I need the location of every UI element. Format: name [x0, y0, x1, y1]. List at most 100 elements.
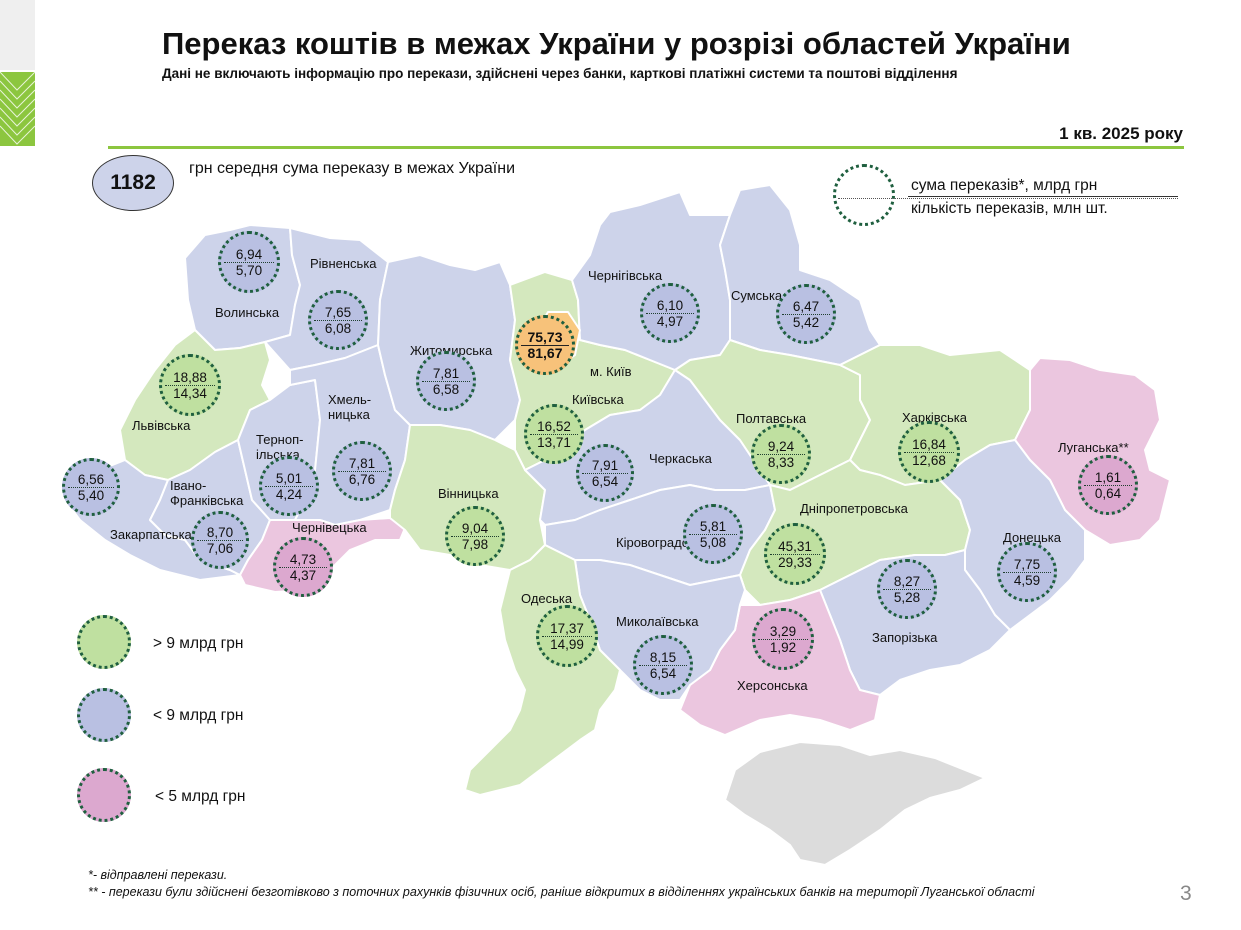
region-bubble-zhytomyrska: 7,81 6,58 — [416, 351, 476, 411]
bubble-divider — [165, 384, 215, 386]
region-bubble-ivano: 8,70 7,06 — [191, 511, 249, 569]
region-count-odeska: 14,99 — [550, 636, 584, 652]
region-sum-donetska: 7,75 — [1013, 556, 1041, 572]
region-label-zaporizka: Запорізька — [872, 630, 938, 645]
region-count-zakarpatska: 5,40 — [77, 487, 105, 503]
region-count-rivnenska: 6,08 — [324, 320, 352, 336]
bubble-divider — [338, 470, 386, 472]
region-label-cherkaska: Черкаська — [649, 451, 712, 466]
region-count-sumska: 5,42 — [792, 314, 820, 330]
key-count-label: кількість переказів, млн шт. — [911, 200, 1108, 217]
region-count-poltavska: 8,33 — [767, 454, 795, 470]
region-sum-chernihivska: 6,10 — [656, 297, 684, 313]
region-bubble-chernihivska: 6,10 4,97 — [640, 283, 700, 343]
region-count-ternopilska: 4,24 — [275, 486, 303, 502]
bubble-divider — [422, 380, 470, 382]
region-bubble-zakarpatska: 6,56 5,40 — [62, 458, 120, 516]
region-bubble-kyivska: 16,52 13,71 — [524, 404, 584, 464]
key-sample-circle — [833, 164, 895, 226]
bubble-divider — [639, 664, 687, 666]
region-label-zakarpatska: Закарпатська — [110, 527, 192, 542]
decorative-pattern — [0, 72, 35, 146]
region-sum-zhytomyrska: 7,81 — [432, 365, 460, 381]
region-sum-lvivska: 18,88 — [173, 369, 207, 385]
key-sum-label: сума переказів*, млрд грн — [911, 177, 1098, 194]
bubble-divider — [197, 539, 243, 541]
region-count-kirovohradska: 5,08 — [699, 534, 727, 550]
bubble-divider — [542, 635, 592, 637]
average-transfer-text: грн середня сума переказу в межах Україн… — [189, 160, 516, 177]
region-bubble-kharkivska: 16,84 12,68 — [898, 421, 960, 483]
region-sum-zakarpatska: 6,56 — [77, 471, 105, 487]
region-bubble-kirovohradska: 5,81 5,08 — [683, 504, 743, 564]
region-label-kharkivska: Харківська — [902, 410, 967, 425]
bubble-divider — [770, 553, 820, 555]
region-bubble-sumska: 6,47 5,42 — [776, 284, 836, 344]
region-bubble-ternopilska: 5,01 4,24 — [259, 456, 319, 516]
region-count-cherkaska: 6,54 — [591, 473, 619, 489]
region-label-khersonska: Херсонська — [737, 678, 808, 693]
region-count-kharkivska: 12,68 — [912, 452, 946, 468]
region-sum-cherkaska: 7,91 — [591, 457, 619, 473]
region-sum-ternopilska: 5,01 — [275, 470, 303, 486]
region-label-chernivetska: Чернівецька — [292, 520, 367, 535]
header-divider — [108, 146, 1184, 149]
bubble-divider — [279, 566, 327, 568]
bubble-divider — [582, 472, 628, 474]
period-label: 1 кв. 2025 року — [1059, 124, 1183, 143]
region-count-mykolaivska: 6,54 — [649, 665, 677, 681]
bubble-divider — [265, 485, 313, 487]
legend-label-pink: < 5 млрд грн — [155, 788, 246, 805]
region-label-dnipropetrovska: Дніпропетровська — [800, 501, 908, 516]
region-label-poltavska: Полтавська — [736, 411, 807, 426]
region-sum-kyivska: 16,52 — [537, 418, 571, 434]
legend-swatch-blue — [77, 688, 131, 742]
region-sum-dnipropetrovska: 45,31 — [778, 538, 812, 554]
region-sum-kyiv_city: 75,73 — [527, 328, 563, 345]
region-count-lvivska: 14,34 — [173, 385, 207, 401]
region-count-zhytomyrska: 6,58 — [432, 381, 460, 397]
region-bubble-odeska: 17,37 14,99 — [536, 605, 598, 667]
region-label-ivano: Івано- Франківська — [170, 478, 244, 508]
bubble-divider — [224, 261, 274, 263]
region-label-rivnenska: Рівненська — [310, 256, 377, 271]
region-label-luhanska: Луганська** — [1058, 440, 1129, 455]
bubble-divider — [530, 433, 578, 435]
region-sum-kirovohradska: 5,81 — [699, 518, 727, 534]
region-bubble-chernivetska: 4,73 4,37 — [273, 537, 333, 597]
legend-label-green: > 9 млрд грн — [153, 635, 244, 652]
bubble-divider — [689, 533, 737, 535]
region-bubble-mykolaivska: 8,15 6,54 — [633, 635, 693, 695]
region-sum-ivano: 8,70 — [206, 524, 234, 540]
region-sum-khmelnytska: 7,81 — [348, 455, 376, 471]
region-sum-zaporizka: 8,27 — [893, 573, 921, 589]
bubble-divider — [883, 588, 931, 590]
region-sum-poltavska: 9,24 — [767, 438, 795, 454]
region-shape-crimea — [724, 741, 986, 866]
bubble-divider — [68, 486, 114, 488]
bubble-divider — [757, 453, 805, 455]
region-bubble-cherkaska: 7,91 6,54 — [576, 444, 634, 502]
region-bubble-luhanska: 1,61 0,64 — [1078, 455, 1138, 515]
region-bubble-khersonska: 3,29 1,92 — [752, 608, 814, 670]
region-count-vinnytska: 7,98 — [461, 536, 489, 552]
region-sum-odeska: 17,37 — [550, 620, 584, 636]
page-subtitle: Дані не включають інформацію про переказ… — [162, 66, 958, 81]
bubble-divider — [904, 451, 954, 453]
legend-swatch-pink — [77, 768, 131, 822]
region-bubble-donetska: 7,75 4,59 — [997, 542, 1057, 602]
region-count-zaporizka: 5,28 — [893, 589, 921, 605]
region-bubble-poltavska: 9,24 8,33 — [751, 424, 811, 484]
region-sum-rivnenska: 7,65 — [324, 304, 352, 320]
region-sum-luhanska: 1,61 — [1094, 469, 1122, 485]
region-label-sumska: Сумська — [731, 288, 783, 303]
region-label-donetska: Донецька — [1003, 530, 1062, 545]
bubble-divider — [451, 535, 499, 537]
bubble-divider — [1003, 571, 1051, 573]
region-sum-chernivetska: 4,73 — [289, 551, 317, 567]
bubble-divider — [1084, 484, 1132, 486]
region-label-volynska: Волинська — [215, 305, 280, 320]
footnote-1: *- відправлені перекази. — [88, 868, 228, 882]
region-bubble-vinnytska: 9,04 7,98 — [445, 506, 505, 566]
region-count-kyiv_city: 81,67 — [527, 344, 563, 361]
